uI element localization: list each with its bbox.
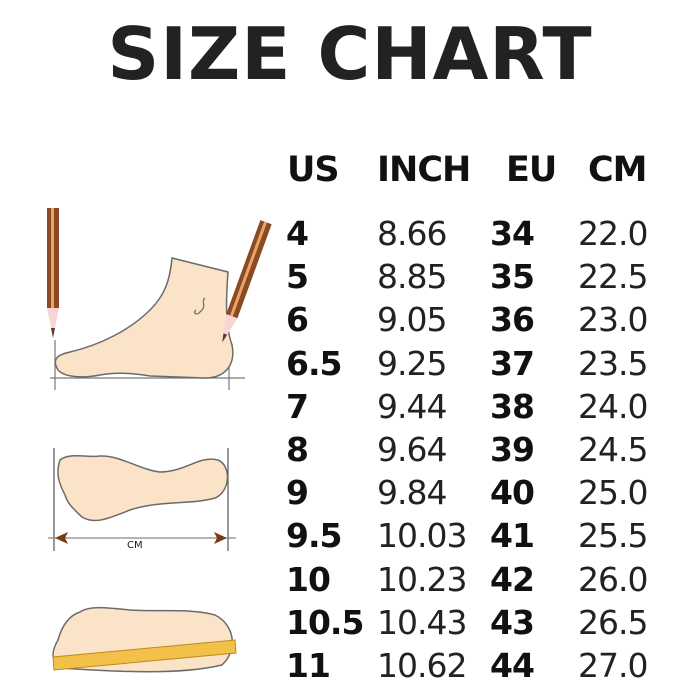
side-foot-icon: [50, 257, 245, 390]
cell-eu: 34: [490, 214, 535, 253]
ruler-foot-icon: [52, 606, 237, 673]
cell-cm: 24.0: [578, 386, 648, 426]
cell-us: 6.5: [286, 343, 342, 383]
cell-cm: 24.5: [578, 430, 648, 469]
cell-us: 11: [286, 646, 331, 685]
cell-inch: 9.64: [377, 430, 447, 469]
cell-cm: 27.0: [578, 646, 648, 685]
cell-us: 10.5: [286, 602, 364, 642]
cell-cm: 26.5: [578, 602, 648, 642]
cell-us: 4: [286, 214, 309, 253]
top-foot-icon: [48, 448, 236, 551]
header-cm: CM: [588, 150, 648, 190]
cell-inch: 9.44: [377, 386, 447, 426]
cell-us: 6: [286, 300, 309, 340]
cell-us: 9.5: [286, 516, 342, 556]
cell-eu: 42: [490, 559, 535, 599]
cell-cm: 23.5: [578, 343, 648, 383]
cell-us: 7: [286, 386, 309, 426]
header-eu: EU: [506, 150, 557, 190]
cell-us: 10: [286, 559, 331, 599]
cell-us: 5: [286, 257, 309, 297]
cell-us: 9: [286, 473, 309, 513]
cell-eu: 36: [490, 300, 535, 340]
pencil-left-icon: [47, 208, 59, 338]
cell-inch: 10.43: [377, 602, 467, 642]
cell-eu: 44: [490, 646, 535, 685]
cell-eu: 39: [490, 430, 535, 469]
cell-inch: 9.05: [377, 300, 447, 340]
cell-eu: 43: [490, 602, 535, 642]
cell-cm: 22.5: [578, 257, 648, 297]
cell-cm: 23.0: [578, 300, 648, 340]
cell-cm: 26.0: [578, 559, 648, 599]
cell-inch: 9.84: [377, 473, 447, 513]
cell-cm: 22.0: [578, 214, 648, 253]
cell-eu: 37: [490, 343, 535, 383]
cm-label: CM: [127, 540, 143, 551]
cell-inch: 10.62: [377, 646, 467, 685]
cell-us: 8: [286, 430, 309, 469]
cell-cm: 25.0: [578, 473, 648, 513]
header-inch: INCH: [377, 150, 471, 190]
cell-eu: 35: [490, 257, 535, 297]
cell-inch: 10.23: [377, 559, 467, 599]
cell-inch: 8.85: [377, 257, 447, 297]
cell-inch: 9.25: [377, 343, 447, 383]
cell-inch: 8.66: [377, 214, 447, 253]
cell-inch: 10.03: [377, 516, 467, 556]
cell-eu: 40: [490, 473, 535, 513]
header-us: US: [287, 150, 340, 190]
cell-eu: 38: [490, 386, 535, 426]
cell-eu: 41: [490, 516, 535, 556]
page-title: SIZE CHART: [107, 12, 593, 96]
cell-cm: 25.5: [578, 516, 648, 556]
pencil-right-icon: [222, 220, 272, 343]
foot-measurement-illustration: [47, 208, 272, 673]
